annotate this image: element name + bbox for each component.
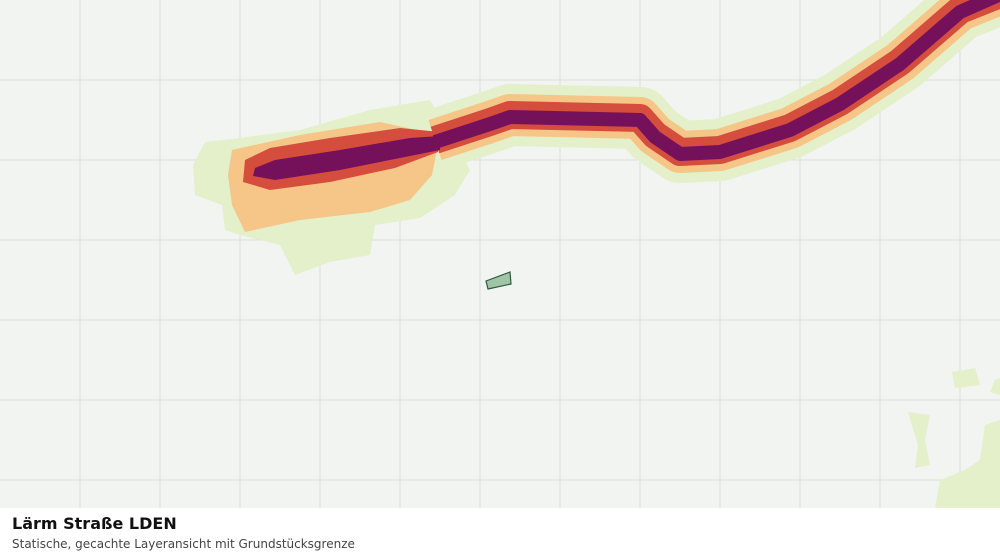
noise-layer [193,0,1000,508]
noise-zone-low [908,368,1000,508]
noise-zone-very-high [432,0,1000,161]
parcel-boundary [485,271,512,290]
layer-title: Lärm Straße LDEN [12,514,177,533]
layer-subtitle: Statische, gecachte Layeransicht mit Gru… [12,537,355,551]
noise-zone-very-high [253,136,440,180]
caption-panel: Lärm Straße LDEN Statische, gecachte Lay… [0,508,1000,560]
